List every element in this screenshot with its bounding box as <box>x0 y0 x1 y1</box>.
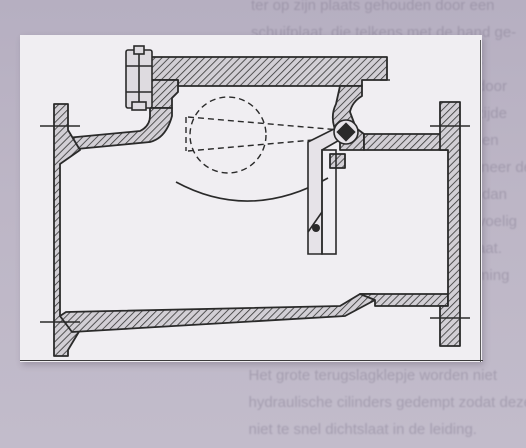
outlet-flange <box>439 101 461 347</box>
cover-bolt <box>125 45 153 111</box>
background-text-line: niet te snel dichtslaat in de leiding. <box>248 421 477 438</box>
centerline-ticks <box>40 79 470 323</box>
outlet-top-wall <box>363 133 449 151</box>
valve-body-bottom-wall <box>59 293 376 333</box>
background-text-line: Het grote terugslagklepje worden niet <box>248 367 497 384</box>
valve-body-left-wall <box>65 107 173 151</box>
body-bolt-flange <box>149 79 179 109</box>
background-text-line: hydraulische cilinders gedempt zodat dez… <box>248 394 526 411</box>
bolted-cover <box>149 56 388 87</box>
hinge-pin <box>333 119 359 145</box>
swing-arc <box>175 177 329 202</box>
background-text-line: ter op zijn plaats gehouden door een <box>250 0 495 14</box>
seat-ring <box>329 153 346 169</box>
background-text-bottom: Het grote terugslagklepje worden niet hyd… <box>249 362 526 443</box>
disc-pivot <box>312 224 320 232</box>
outlet-bottom-wall <box>359 293 449 307</box>
figure-border-right <box>480 40 481 362</box>
figure-border-bottom <box>20 360 483 361</box>
